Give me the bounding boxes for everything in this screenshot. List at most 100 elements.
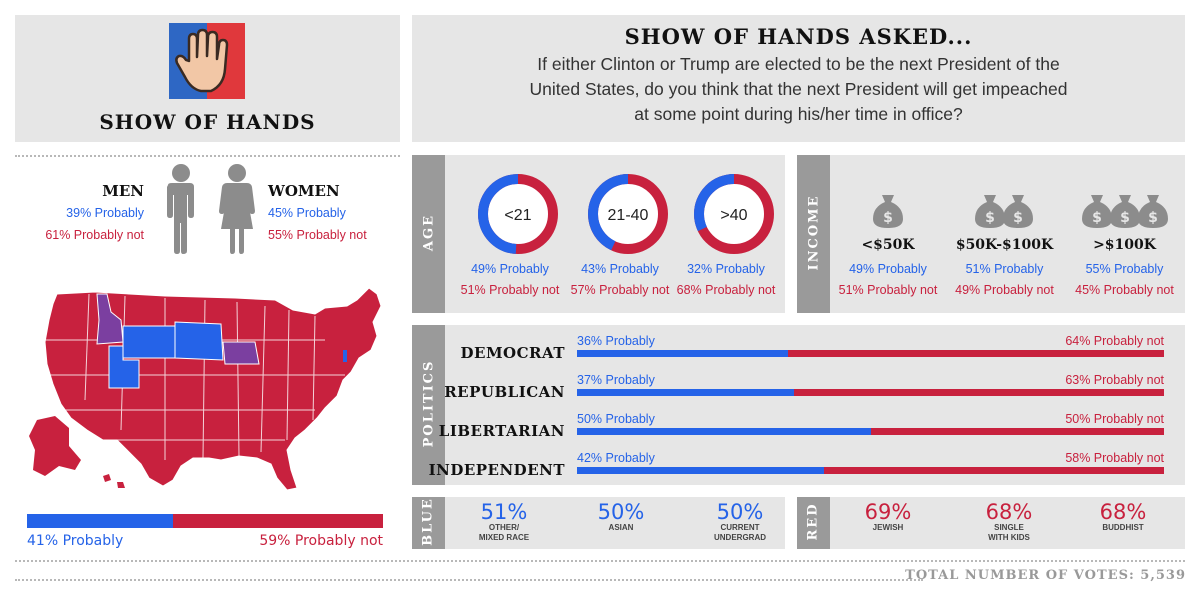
women-probably-not: 55% Probably not bbox=[268, 228, 367, 242]
map-hawaii bbox=[103, 474, 125, 488]
map-wyoming bbox=[122, 325, 176, 359]
red-tab: RED bbox=[797, 497, 830, 549]
red-group-item: 68% BUDDHIST bbox=[1073, 501, 1173, 533]
politics-probably-not-bar bbox=[794, 389, 1164, 396]
politics-probably-not-bar bbox=[871, 428, 1164, 435]
map-dakotas bbox=[174, 321, 224, 361]
red-group-pct: 69% bbox=[864, 500, 912, 524]
politics-probably-not-bar bbox=[788, 350, 1164, 357]
brand-panel: SHOW OF HANDS bbox=[15, 15, 400, 142]
age-tab: AGE bbox=[412, 155, 445, 313]
money-bag-icon: $ bbox=[873, 195, 903, 228]
footer-divider-bottom bbox=[15, 560, 1185, 562]
man-icon bbox=[167, 164, 194, 254]
politics-probably-not: 50% Probably not bbox=[1065, 412, 1164, 426]
red-group-item: 68% SINGLE WITH KIDS bbox=[959, 501, 1059, 543]
question-panel: SHOW OF HANDS ASKED... If either Clinton… bbox=[412, 15, 1185, 142]
income-label-2: >$100K bbox=[1093, 237, 1156, 253]
income-probably-1: 51% Probably bbox=[965, 262, 1044, 276]
blue-group-name-line2: MIXED RACE bbox=[478, 533, 530, 542]
raised-hand-icon bbox=[169, 23, 245, 99]
politics-tab: POLITICS bbox=[412, 325, 445, 485]
question-line-1: If either Clinton or Trump are elected t… bbox=[537, 54, 1060, 74]
red-groups-panel: RED 69% JEWISH 68% SINGLE WITH KIDS 68% BUDDHI… bbox=[797, 497, 1185, 549]
age-tab-label: AGE bbox=[421, 213, 437, 252]
divider bbox=[15, 155, 400, 157]
blue-group-item: 51% OTHER/MIXED RACE bbox=[454, 501, 554, 543]
overall-probably-fill bbox=[27, 514, 173, 528]
men-label: MEN bbox=[102, 182, 144, 200]
blue-group-name: OTHER/ bbox=[488, 523, 520, 532]
age-probably-2: 32% Probably bbox=[687, 262, 765, 276]
overall-probably-not-fill bbox=[173, 514, 383, 528]
income-probably-not-2: 45% Probably not bbox=[1075, 283, 1174, 297]
svg-text:$: $ bbox=[985, 210, 995, 226]
blue-group-item: 50% CURRENT UNDERGRAD bbox=[690, 501, 790, 543]
income-probably-2: 55% Probably bbox=[1085, 262, 1164, 276]
red-group-pct: 68% bbox=[1099, 500, 1147, 524]
men-probably: 39% Probably bbox=[66, 206, 144, 220]
age-donut-probably-arc bbox=[694, 174, 774, 254]
income-probably-not-0: 51% Probably not bbox=[838, 283, 938, 297]
blue-group-name: CURRENT bbox=[720, 523, 760, 532]
politics-probably-not: 58% Probably not bbox=[1065, 451, 1164, 465]
overall-probably-label: 41% Probably bbox=[27, 533, 124, 549]
politics-probably-not: 63% Probably not bbox=[1065, 373, 1164, 387]
women-probably: 45% Probably bbox=[268, 206, 346, 220]
income-probably-not-1: 49% Probably not bbox=[955, 283, 1054, 297]
red-group-name-line2: WITH KIDS bbox=[988, 533, 1030, 542]
money-bags-two-icon: $ $ bbox=[975, 195, 1033, 228]
age-donut-2: >40 bbox=[694, 174, 774, 254]
age-donut-label: >40 bbox=[720, 207, 747, 224]
map-delaware bbox=[343, 350, 347, 362]
politics-label: REPUBLICAN bbox=[444, 383, 565, 401]
red-group-name: JEWISH bbox=[872, 523, 904, 532]
question-line-3: at some point during his/her time in off… bbox=[634, 104, 963, 124]
red-group-pct: 68% bbox=[985, 500, 1033, 524]
politics-label: DEMOCRAT bbox=[460, 344, 565, 362]
income-probably-0: 49% Probably bbox=[849, 262, 927, 276]
question-heading: SHOW OF HANDS ASKED... bbox=[624, 24, 973, 49]
age-donut-probably-arc bbox=[588, 174, 668, 254]
politics-panel: POLITICS DEMOCRAT 36% Probably 64% Probabl… bbox=[412, 325, 1185, 485]
age-donut-label: 21-40 bbox=[608, 207, 649, 224]
blue-groups-panel: BLUE 51% OTHER/MIXED RACE 50% ASIAN 50% CURRE… bbox=[412, 497, 785, 549]
politics-probably: 37% Probably bbox=[577, 373, 655, 387]
blue-group-pct: 51% bbox=[480, 500, 528, 524]
svg-text:$: $ bbox=[1092, 210, 1102, 226]
blue-group-name-line2: UNDERGRAD bbox=[714, 533, 766, 542]
blue-group-name: ASIAN bbox=[608, 523, 634, 532]
us-results-map bbox=[29, 287, 382, 491]
age-probably-not-2: 68% Probably not bbox=[676, 283, 776, 297]
politics-probably: 36% Probably bbox=[577, 334, 655, 348]
question-line-2: United States, do you think that the nex… bbox=[529, 79, 1068, 99]
age-panel: AGE <21 21-40 >40 49% Probably 51% Probabl… bbox=[412, 155, 785, 313]
politics-probably-bar bbox=[577, 350, 788, 357]
age-probably-not-0: 51% Probably not bbox=[460, 283, 560, 297]
map-utah bbox=[108, 345, 140, 389]
total-votes: TOTAL NUMBER OF VOTES: 5,539 bbox=[905, 568, 1186, 583]
blue-group-item: 50% ASIAN bbox=[571, 501, 671, 533]
money-bags-three-icon: $ $ $ bbox=[1082, 195, 1168, 228]
politics-probably-bar bbox=[577, 467, 824, 474]
map-idaho bbox=[96, 293, 124, 345]
income-label-1: $50K-$100K bbox=[955, 237, 1054, 253]
politics-probably: 42% Probably bbox=[577, 451, 655, 465]
age-donut-label: <21 bbox=[504, 207, 531, 224]
red-group-name: SINGLE bbox=[994, 523, 1024, 532]
map-iowa bbox=[222, 341, 260, 365]
age-probably-1: 43% Probably bbox=[581, 262, 659, 276]
women-label: WOMEN bbox=[268, 182, 340, 200]
age-donut-1: 21-40 bbox=[588, 174, 668, 254]
politics-tab-label: POLITICS bbox=[421, 359, 437, 448]
brand-logo bbox=[169, 23, 245, 99]
blue-tab-label: BLUE bbox=[420, 497, 436, 546]
svg-text:$: $ bbox=[1013, 210, 1023, 226]
politics-probably: 50% Probably bbox=[577, 412, 655, 426]
red-tab-label: RED bbox=[805, 502, 821, 541]
blue-tab: BLUE bbox=[412, 497, 445, 549]
blue-group-pct: 50% bbox=[597, 500, 645, 524]
red-group-name: BUDDHIST bbox=[1102, 523, 1144, 532]
age-donut-charts: <21 21-40 >40 bbox=[478, 174, 774, 254]
age-probably-not-1: 57% Probably not bbox=[570, 283, 670, 297]
